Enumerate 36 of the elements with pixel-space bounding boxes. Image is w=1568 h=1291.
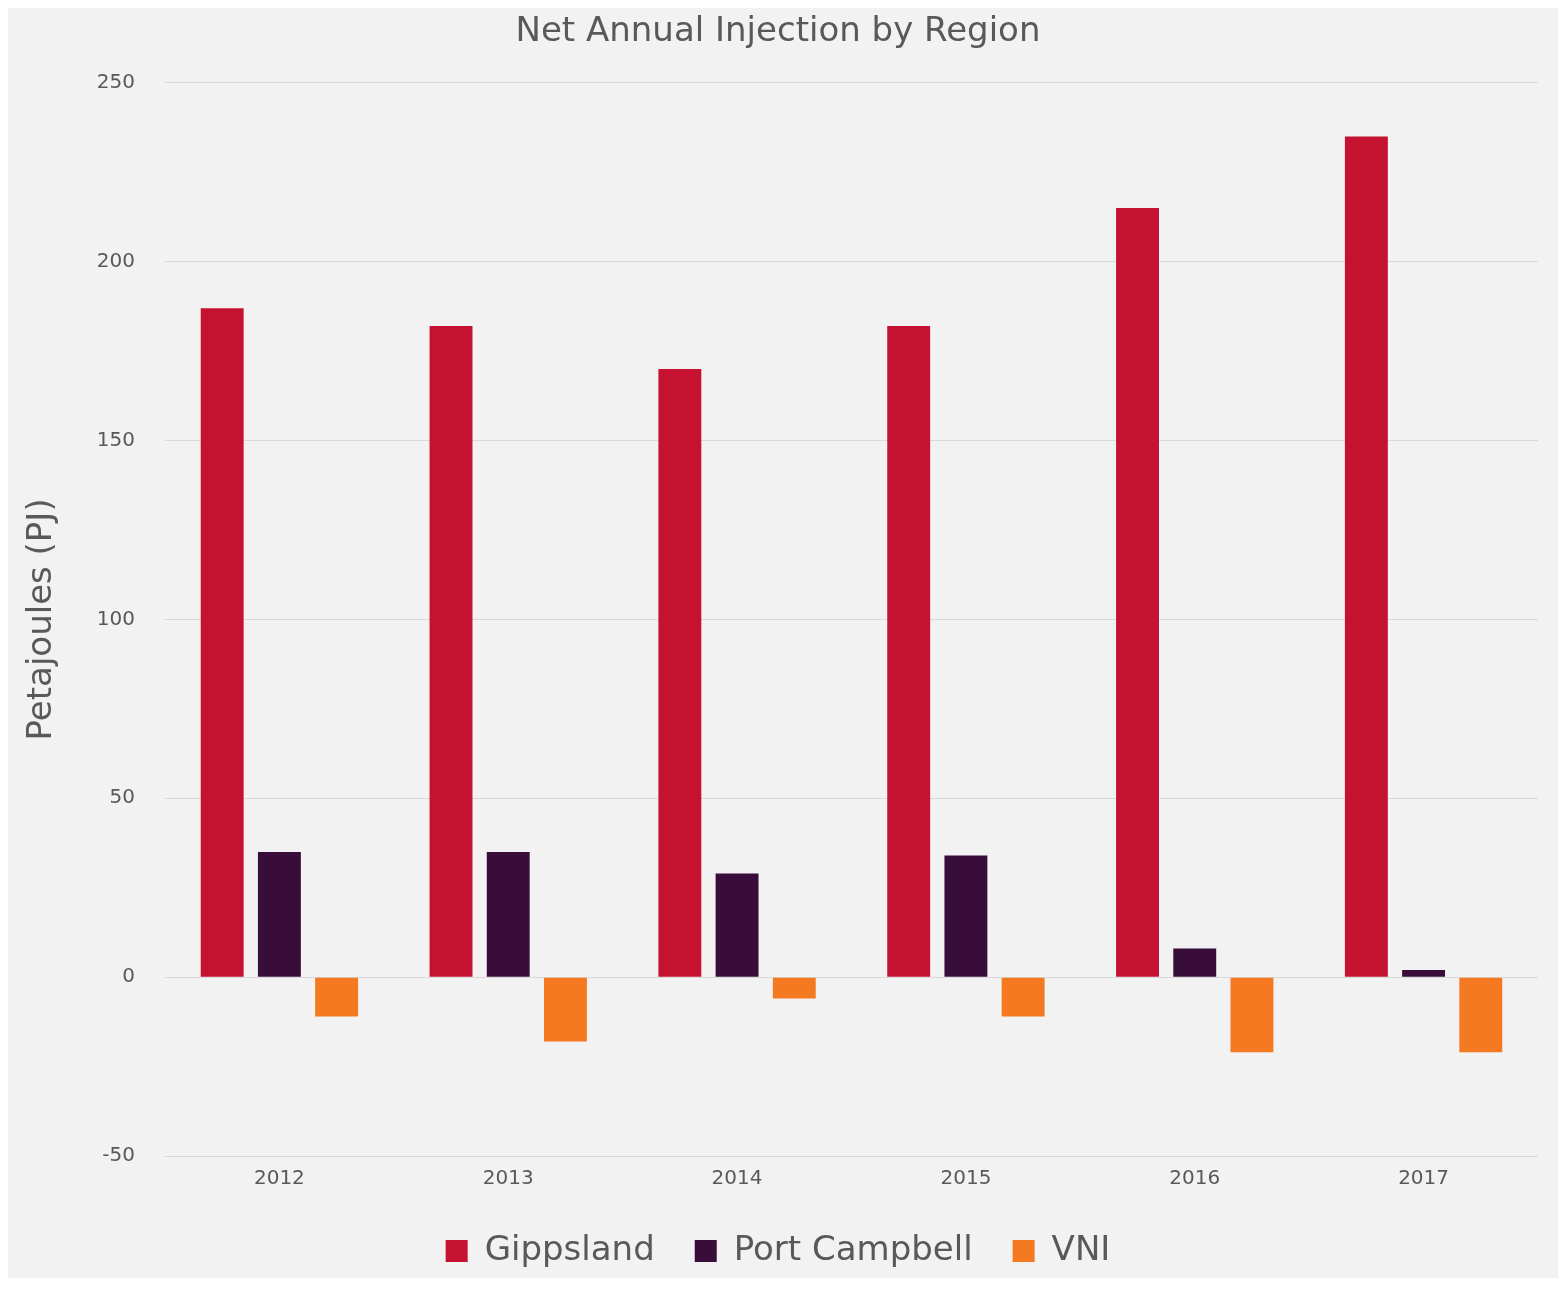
bar [1230, 977, 1274, 1053]
y-tick-label: 150 [96, 426, 135, 451]
bar [772, 977, 816, 999]
bar [429, 326, 473, 977]
chart-title: Net Annual Injection by Region [515, 9, 1041, 50]
legend-label: VNI [1051, 1227, 1111, 1268]
bar [1173, 948, 1217, 977]
y-tick-label: 0 [122, 963, 135, 988]
bar [486, 851, 530, 977]
bar [1001, 977, 1045, 1017]
bar [1459, 977, 1503, 1053]
bar [1116, 208, 1159, 977]
y-tick-label: 250 [96, 69, 135, 93]
x-tick-label: 2017 [1398, 1165, 1450, 1190]
x-tick-label: 2013 [482, 1165, 534, 1190]
legend-label: Port Campbell [733, 1227, 973, 1268]
y-tick-label: 200 [96, 247, 135, 272]
bar [543, 977, 587, 1042]
x-tick-label: 2016 [1169, 1165, 1221, 1190]
bar [715, 873, 759, 977]
bar [1344, 136, 1388, 977]
y-axis-title: Petajoules (PJ) [19, 498, 60, 741]
x-tick-label: 2012 [253, 1165, 305, 1190]
x-tick-label: 2014 [711, 1165, 763, 1190]
y-tick-label: 100 [96, 605, 135, 630]
bar [257, 851, 301, 977]
bar [887, 326, 931, 977]
bar [315, 977, 359, 1017]
bar [658, 368, 702, 977]
bar [200, 308, 244, 977]
bar [1402, 969, 1446, 977]
legend-label: Gippsland [484, 1227, 655, 1268]
y-tick-label: 50 [109, 784, 135, 809]
bar [944, 855, 988, 977]
y-tick-label: -50 [102, 1142, 135, 1167]
x-tick-label: 2015 [940, 1165, 992, 1190]
